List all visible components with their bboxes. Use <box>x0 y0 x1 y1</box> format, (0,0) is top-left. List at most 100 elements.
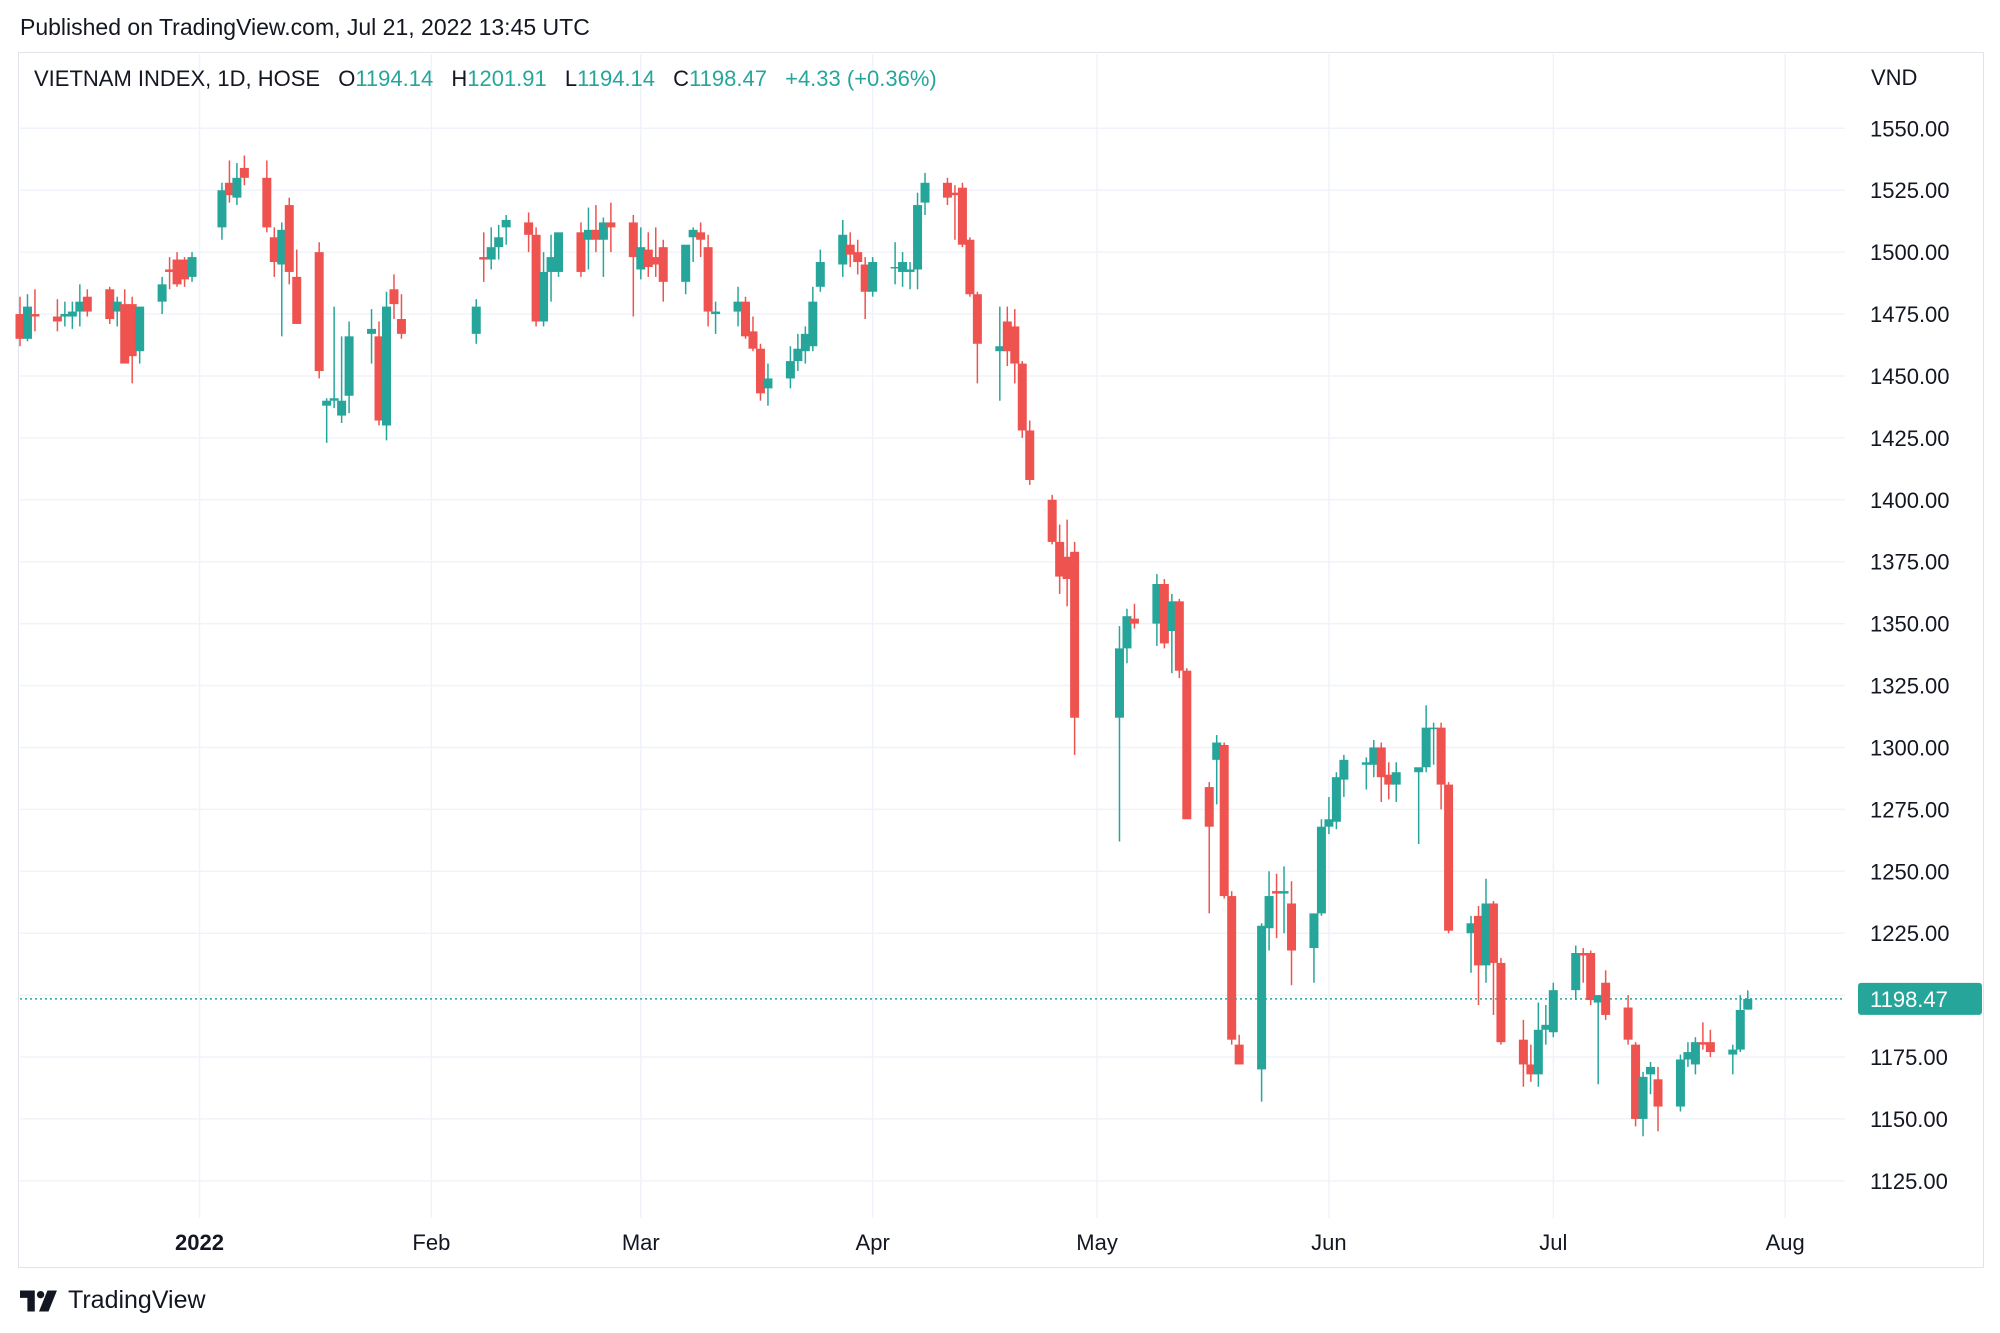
candle[interactable] <box>1728 1044 1738 1075</box>
candle[interactable] <box>1488 900 1498 1015</box>
candle[interactable] <box>1234 1034 1244 1065</box>
candle[interactable] <box>1735 995 1745 1053</box>
candle[interactable] <box>75 284 85 327</box>
candle[interactable] <box>1526 1044 1536 1082</box>
candle[interactable] <box>1047 494 1057 545</box>
candle[interactable] <box>135 306 145 364</box>
candle[interactable] <box>890 242 900 285</box>
y-axis[interactable]: VND 1125.00 1150.00 1175.00 1225.00 1250.00 1… <box>1870 65 1950 1194</box>
candle[interactable] <box>606 202 616 253</box>
candle[interactable] <box>905 262 915 290</box>
candle[interactable] <box>1204 782 1214 914</box>
candle[interactable] <box>793 333 803 372</box>
candle[interactable] <box>1698 1022 1708 1050</box>
candle[interactable] <box>292 249 302 324</box>
candle[interactable] <box>172 252 182 287</box>
candle[interactable] <box>1429 722 1439 765</box>
candle[interactable] <box>1436 722 1446 810</box>
candle[interactable] <box>576 222 586 277</box>
candle[interactable] <box>329 306 339 409</box>
candle[interactable] <box>1518 1019 1528 1087</box>
candle[interactable] <box>1638 1071 1648 1137</box>
candle[interactable] <box>636 227 646 280</box>
candle[interactable] <box>501 214 511 245</box>
candle[interactable] <box>598 217 608 277</box>
candle[interactable] <box>591 205 601 253</box>
candle[interactable] <box>1541 1005 1551 1045</box>
candle[interactable] <box>389 274 399 319</box>
candle[interactable] <box>127 296 137 384</box>
x-axis[interactable]: 2022 Feb Mar Apr May Jun Jul Aug <box>175 1230 1805 1255</box>
candle[interactable] <box>60 301 70 327</box>
candle[interactable] <box>1646 1061 1656 1095</box>
candle[interactable] <box>232 162 242 206</box>
candle[interactable] <box>942 177 952 206</box>
candle[interactable] <box>763 363 773 406</box>
candle[interactable] <box>1571 945 1581 1001</box>
candle[interactable] <box>1414 767 1424 845</box>
candle[interactable] <box>524 212 534 253</box>
candle[interactable] <box>868 257 878 297</box>
candle[interactable] <box>815 249 825 292</box>
candle[interactable] <box>52 299 62 332</box>
candle[interactable] <box>1287 881 1297 986</box>
candle[interactable] <box>898 252 908 287</box>
candle[interactable] <box>1466 915 1476 973</box>
candle[interactable] <box>703 234 713 327</box>
candle[interactable] <box>800 326 810 364</box>
candle[interactable] <box>583 207 593 270</box>
candle[interactable] <box>860 257 870 319</box>
candle[interactable] <box>1675 1054 1685 1112</box>
candle[interactable] <box>165 257 175 290</box>
candle[interactable] <box>1361 757 1371 790</box>
candle[interactable] <box>808 286 818 352</box>
candle[interactable] <box>1690 1037 1700 1075</box>
candle[interactable] <box>1264 871 1274 951</box>
candle[interactable] <box>374 321 384 426</box>
candle[interactable] <box>1152 574 1162 646</box>
candle[interactable] <box>1257 923 1267 1102</box>
candle[interactable] <box>1586 950 1596 1006</box>
candle[interactable] <box>1167 593 1177 674</box>
candle[interactable] <box>82 289 92 317</box>
candle[interactable] <box>628 214 638 317</box>
candle[interactable] <box>217 182 227 240</box>
candle[interactable] <box>853 239 863 275</box>
candle[interactable] <box>1002 306 1012 367</box>
candle[interactable] <box>696 222 706 258</box>
candle[interactable] <box>554 232 564 277</box>
candle[interactable] <box>913 192 923 290</box>
candle[interactable] <box>284 197 294 285</box>
candle[interactable] <box>539 252 549 327</box>
candle[interactable] <box>651 227 661 277</box>
candle[interactable] <box>957 182 967 248</box>
candle[interactable] <box>187 252 197 282</box>
candle[interactable] <box>1309 913 1319 983</box>
candle[interactable] <box>1631 1042 1641 1127</box>
candle[interactable] <box>1339 754 1349 797</box>
candle[interactable] <box>486 227 496 270</box>
candle[interactable] <box>1324 796 1334 835</box>
candle[interactable] <box>531 227 541 327</box>
candle[interactable] <box>471 299 481 344</box>
candle[interactable] <box>1272 873 1282 939</box>
candle[interactable] <box>1705 1029 1715 1058</box>
candle[interactable] <box>112 296 122 327</box>
candle[interactable] <box>105 286 115 324</box>
candle[interactable] <box>120 289 130 364</box>
candle[interactable] <box>22 294 32 342</box>
candle[interactable] <box>741 296 751 339</box>
candle[interactable] <box>838 219 848 277</box>
candle[interactable] <box>1219 742 1229 899</box>
candle[interactable] <box>1182 668 1192 820</box>
candle[interactable] <box>262 160 272 233</box>
candle[interactable] <box>1481 878 1491 983</box>
candle[interactable] <box>1369 740 1379 778</box>
candle[interactable] <box>643 232 653 277</box>
candle[interactable] <box>1623 995 1633 1045</box>
candle[interactable] <box>1331 772 1341 830</box>
candle[interactable] <box>658 239 668 302</box>
candle[interactable] <box>1743 990 1753 1010</box>
candle[interactable] <box>367 309 377 364</box>
